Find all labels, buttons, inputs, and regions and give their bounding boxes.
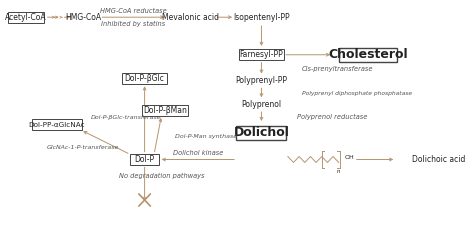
Text: Dol-P-βGlc-transferase: Dol-P-βGlc-transferase	[91, 115, 161, 121]
Text: Dol-P-βMan: Dol-P-βMan	[144, 106, 187, 115]
Text: Acetyl-CoA: Acetyl-CoA	[5, 13, 47, 22]
Text: Inhibited by statins: Inhibited by statins	[101, 21, 165, 27]
Text: Dol-P: Dol-P	[135, 155, 155, 164]
Text: Dolichol: Dolichol	[234, 126, 290, 139]
FancyBboxPatch shape	[8, 12, 44, 23]
FancyBboxPatch shape	[237, 126, 286, 140]
FancyBboxPatch shape	[130, 154, 159, 165]
Text: Dolichol kinase: Dolichol kinase	[173, 150, 224, 156]
Text: Dol-P-βGlc: Dol-P-βGlc	[125, 74, 164, 83]
Text: Polyprenyl-PP: Polyprenyl-PP	[236, 76, 287, 85]
Text: HMG-CoA: HMG-CoA	[65, 13, 101, 22]
Text: HMG-CoA reductase: HMG-CoA reductase	[100, 8, 167, 14]
FancyBboxPatch shape	[339, 48, 397, 62]
Text: Dol-PP-αGlcNAc: Dol-PP-αGlcNAc	[28, 122, 85, 128]
Text: Dol-P-Man synthase: Dol-P-Man synthase	[175, 134, 237, 139]
Text: OH: OH	[345, 155, 354, 160]
Text: No degradation pathways: No degradation pathways	[119, 173, 204, 179]
Text: Polyprenyl diphosphate phosphatase: Polyprenyl diphosphate phosphatase	[302, 91, 412, 96]
Text: Polyprenol reductase: Polyprenol reductase	[297, 114, 368, 120]
Text: Cis-prenyltransferase: Cis-prenyltransferase	[302, 66, 374, 72]
Text: Dolichoic acid: Dolichoic acid	[412, 155, 465, 164]
FancyBboxPatch shape	[122, 73, 167, 84]
Text: Mevalonic acid: Mevalonic acid	[162, 13, 219, 22]
Text: Cholesterol: Cholesterol	[328, 48, 408, 61]
FancyBboxPatch shape	[32, 119, 82, 130]
FancyBboxPatch shape	[239, 49, 283, 60]
Text: Isopentenyl-PP: Isopentenyl-PP	[233, 13, 290, 22]
Text: Farnesyl-PP: Farnesyl-PP	[239, 50, 283, 59]
Text: GlcNAc-1-P-transferase: GlcNAc-1-P-transferase	[46, 145, 118, 150]
Text: n: n	[337, 169, 340, 174]
Text: Polyprenol: Polyprenol	[241, 100, 282, 109]
FancyBboxPatch shape	[142, 105, 189, 116]
